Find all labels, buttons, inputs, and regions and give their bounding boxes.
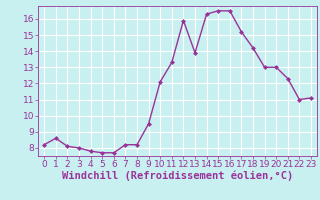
X-axis label: Windchill (Refroidissement éolien,°C): Windchill (Refroidissement éolien,°C) [62, 171, 293, 181]
